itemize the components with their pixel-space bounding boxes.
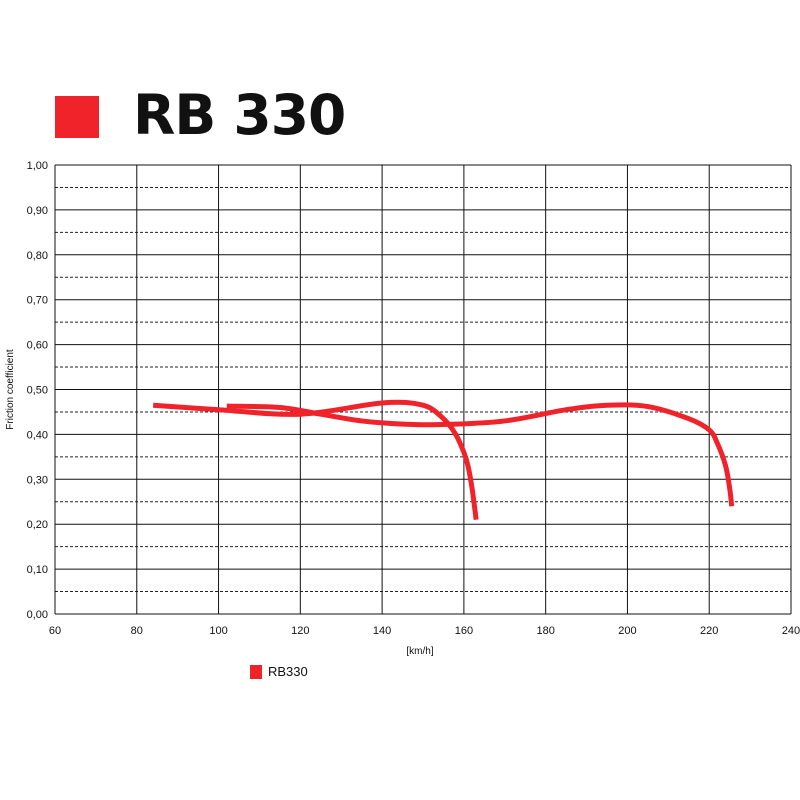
y-tick-label: 0,50: [27, 385, 48, 397]
y-tick-label: 0,30: [27, 474, 48, 486]
series-line-rb330-segment-2: [226, 402, 735, 507]
series-lines: [152, 399, 735, 521]
y-tick-label: 0,00: [27, 609, 48, 621]
x-tick-label: 180: [536, 625, 554, 637]
x-tick-label: 80: [131, 625, 143, 637]
y-tick-label: 0,10: [27, 564, 48, 576]
chart-title: RB 330: [133, 83, 346, 147]
y-tick-label: 0,80: [27, 250, 48, 262]
x-tick-label: 60: [49, 625, 61, 637]
x-tick-labels: 60 80 100 120 140 160 180 200 220 240: [49, 625, 800, 637]
chart-legend: RB330: [250, 664, 308, 679]
y-tick-label: 0,40: [27, 429, 48, 441]
y-tick-label: 0,70: [27, 295, 48, 307]
x-tick-label: 140: [373, 625, 391, 637]
x-tick-label: 120: [291, 625, 309, 637]
title-color-swatch: [55, 96, 99, 138]
legend-label-rb330: RB330: [268, 664, 308, 679]
legend-swatch-rb330: [250, 664, 262, 679]
chart-grid: [54, 164, 792, 615]
x-tick-label: 240: [782, 625, 800, 637]
series-line-rb330-segment-1: [152, 399, 479, 521]
y-tick-labels: 0,00 0,10 0,20 0,30 0,40 0,50 0,60 0,70 0,80 0,90…: [27, 160, 48, 621]
y-tick-label: 1,00: [27, 160, 48, 172]
x-tick-label: 100: [209, 625, 227, 637]
y-axis-label: Friction coefficient: [5, 349, 16, 430]
x-tick-label: 160: [455, 625, 473, 637]
x-tick-label: 200: [618, 625, 636, 637]
y-tick-label: 0,90: [27, 205, 48, 217]
x-axis-label: [km/h]: [406, 646, 433, 657]
y-tick-label: 0,60: [27, 340, 48, 352]
y-tick-label: 0,20: [27, 519, 48, 531]
x-tick-label: 220: [700, 625, 718, 637]
